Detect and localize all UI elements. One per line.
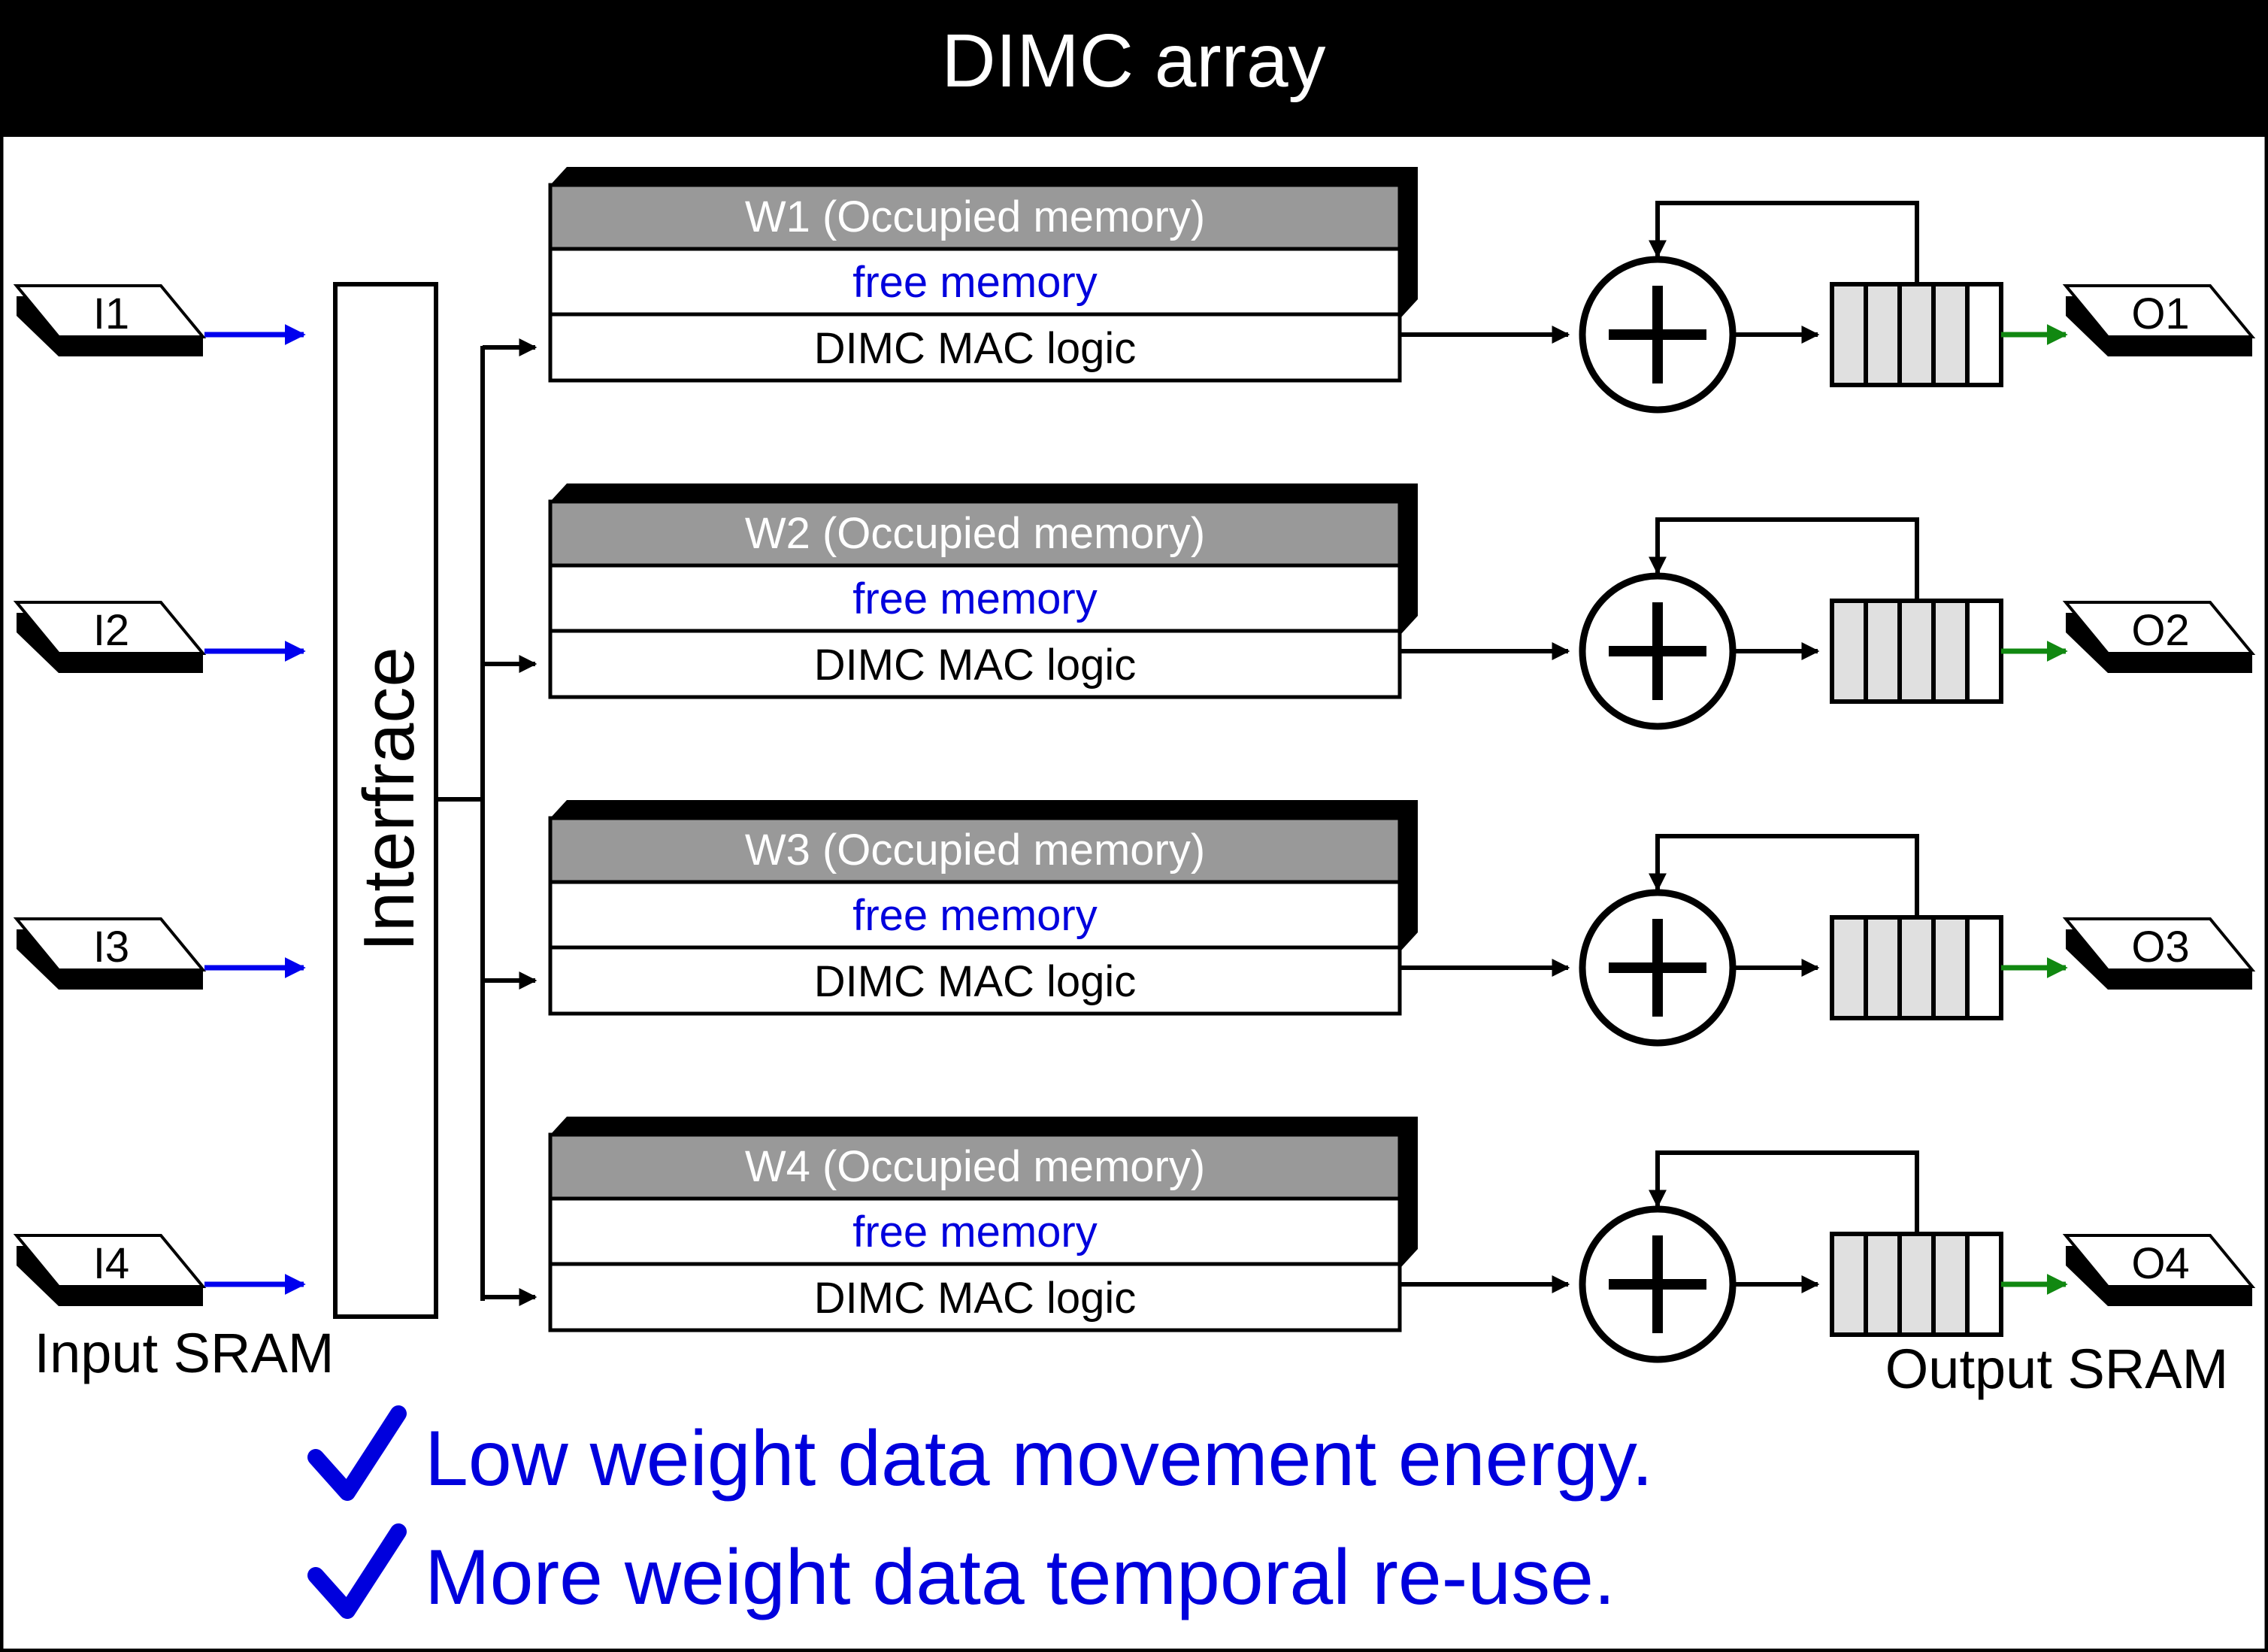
- occupied-memory: [548, 183, 1402, 251]
- dimc-mac-logic-label: DIMC MAC logic: [814, 957, 1137, 1006]
- input-sram-cell: I3: [13, 917, 306, 990]
- dimc-mac-logic: [548, 945, 1402, 1016]
- page-title: DIMC array: [941, 19, 1325, 103]
- dimc-mac-logic-label: DIMC MAC logic: [814, 641, 1137, 690]
- occupied-memory-label: W2 (Occupied memory): [745, 509, 1205, 558]
- header-bar: [0, 0, 2268, 137]
- interface-block: [333, 282, 438, 1319]
- accumulator-buffer: [1830, 915, 2003, 1020]
- dimc-mac-logic: [548, 1262, 1402, 1332]
- dimc-row-3: W3 (Occupied memory) free memory DIMC MAC …: [483, 800, 2256, 1047]
- input-sram-cell-label: I3: [93, 923, 129, 971]
- output-sram-cell: O1: [2062, 284, 2256, 356]
- checkmark-icon: [307, 1523, 407, 1619]
- output-sram-cell: O2: [2062, 601, 2256, 673]
- feedback-loop-arrow: [1649, 517, 1919, 601]
- memory-block-shadow: [550, 167, 1418, 317]
- input-sram-cell: I1: [13, 284, 306, 356]
- memory-block-shadow: [550, 1117, 1418, 1267]
- input-sram-cell-label: I4: [93, 1239, 129, 1288]
- output-sram-cell-label: O4: [2131, 1239, 2189, 1288]
- dimc-row-1: W1 (Occupied memory) free memory DIMC MAC …: [483, 167, 2256, 414]
- dimc-mac-logic: [548, 629, 1402, 699]
- output-sram-cell-label: O1: [2131, 289, 2189, 338]
- interface-label: Interfrace: [349, 647, 429, 952]
- occupied-memory-label: W3 (Occupied memory): [745, 826, 1205, 874]
- memory-block-shadow: [550, 483, 1418, 634]
- dimc-row-2: W2 (Occupied memory) free memory DIMC MAC …: [483, 483, 2256, 730]
- dimc-mac-logic-label: DIMC MAC logic: [814, 324, 1137, 373]
- free-memory: [548, 563, 1402, 633]
- benefit-text: Low weight data movement energy.: [425, 1415, 1653, 1502]
- input-sram-label: Input SRAM: [35, 1322, 335, 1384]
- benefit-1: Low weight data movement energy.: [307, 1405, 1653, 1502]
- dimc-rows: W1 (Occupied memory) free memory DIMC MAC …: [483, 167, 2256, 1363]
- free-memory-label: free memory: [852, 574, 1098, 623]
- input-sram-cell-label: I2: [93, 606, 129, 655]
- free-memory: [548, 1196, 1402, 1266]
- free-memory-label: free memory: [852, 891, 1098, 940]
- output-sram-label: Output SRAM: [1885, 1338, 2229, 1400]
- feedback-loop-arrow: [1649, 1150, 1919, 1234]
- input-sram-cell-label: I1: [93, 289, 129, 338]
- free-memory-label: free memory: [852, 258, 1098, 307]
- output-sram-cell: O4: [2062, 1234, 2256, 1306]
- occupied-memory-label: W4 (Occupied memory): [745, 1142, 1205, 1191]
- input-sram-cell: I2: [13, 601, 306, 673]
- dimc-row-4: W4 (Occupied memory) free memory DIMC MAC …: [483, 1117, 2256, 1363]
- free-memory-label: free memory: [852, 1208, 1098, 1256]
- accumulator-buffer: [1830, 1232, 2003, 1337]
- dimc-mac-logic: [548, 312, 1402, 383]
- output-sram-cell-label: O2: [2131, 606, 2189, 655]
- benefit-2: More weight data temporal re-use.: [307, 1523, 1615, 1621]
- benefit-text: More weight data temporal re-use.: [425, 1534, 1615, 1621]
- occupied-memory: [548, 499, 1402, 568]
- output-sram-cell-label: O3: [2131, 923, 2189, 971]
- input-sram: I1 I2 I3 I4: [13, 284, 306, 1306]
- occupied-memory: [548, 1132, 1402, 1201]
- occupied-memory-label: W1 (Occupied memory): [745, 192, 1205, 241]
- interface-bus: [436, 346, 485, 1301]
- output-sram-cell: O3: [2062, 917, 2256, 990]
- free-memory: [548, 880, 1402, 950]
- accumulator-buffer: [1830, 599, 2003, 704]
- feedback-loop-arrow: [1649, 201, 1919, 284]
- memory-block-shadow: [550, 800, 1418, 950]
- dimc-mac-logic-label: DIMC MAC logic: [814, 1274, 1137, 1323]
- feedback-loop-arrow: [1649, 834, 1919, 917]
- input-sram-cell: I4: [13, 1234, 306, 1306]
- checkmark-icon: [307, 1405, 407, 1501]
- accumulator-buffer: [1830, 282, 2003, 387]
